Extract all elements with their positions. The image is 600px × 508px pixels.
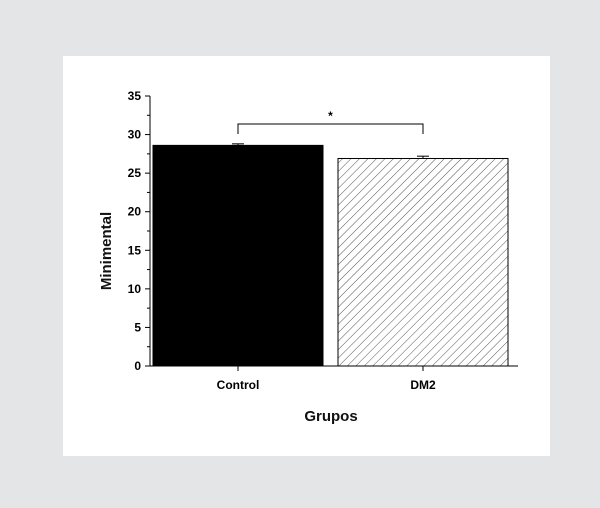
- x-tick-label: DM2: [410, 378, 436, 392]
- significance-bracket: [237, 123, 424, 134]
- y-tick-label: 5: [134, 320, 141, 334]
- bar-chart: Control DM2 0 5 10 15 20 25 30 35 * Minimental Gru…: [98, 89, 518, 425]
- y-tick-label: 20: [128, 205, 142, 219]
- y-tick-label: 30: [128, 128, 142, 142]
- chart-panel: Control DM2 0 5 10 15 20 25 30 35 * Minimental Gru…: [63, 56, 550, 456]
- y-tick-label: 10: [128, 282, 142, 296]
- y-axis-title: Minimental: [98, 212, 115, 290]
- y-tick-label: 15: [128, 243, 142, 257]
- x-tick-label: Control: [217, 378, 260, 392]
- y-tick-label: 35: [128, 89, 142, 103]
- bar-control: [152, 144, 324, 367]
- x-axis-title: Grupos: [304, 408, 357, 425]
- significance-label: *: [328, 109, 333, 123]
- y-tick-label: 0: [134, 359, 141, 373]
- bar-dm2: [337, 157, 509, 367]
- y-tick-label: 25: [128, 166, 142, 180]
